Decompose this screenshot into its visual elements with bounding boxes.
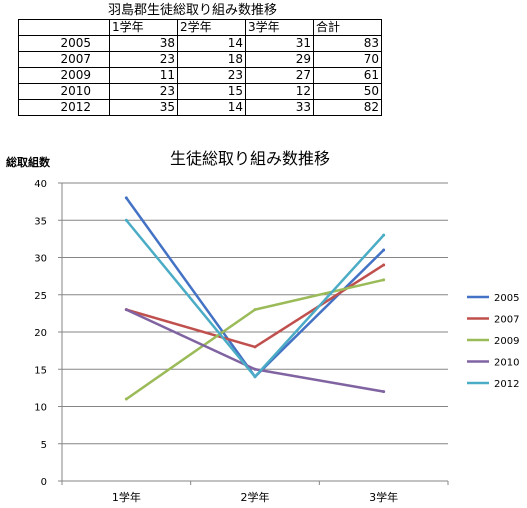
data-point-2012 <box>124 218 128 222</box>
data-point-2009 <box>124 397 128 401</box>
data-point-2012 <box>382 233 386 237</box>
table-column-header: 合計 <box>313 19 382 36</box>
table-row: 2009 11 23 27 61 <box>18 67 382 84</box>
table-row-year: 2012 <box>18 99 110 116</box>
legend-label-2010: 2010 <box>494 358 519 369</box>
data-table: 1学年 2学年 3学年 合計 2005 38 14 31 83 2007 23 18 29 70 2009 1… <box>18 19 382 116</box>
x-tick-label: 3学年 <box>369 490 398 504</box>
data-point-2009 <box>253 308 257 312</box>
table-cell: 82 <box>313 99 382 116</box>
chart-title: 生徒総取り組み数推移 <box>170 149 330 168</box>
data-point-2005 <box>124 196 128 200</box>
y-tick-label: 10 <box>34 403 47 414</box>
table-cell: 18 <box>177 51 246 68</box>
y-tick-label: 15 <box>34 365 47 376</box>
table-row: 2010 23 15 12 50 <box>18 83 382 100</box>
y-tick-label: 40 <box>34 179 47 190</box>
y-tick-label: 30 <box>34 254 47 265</box>
table-cell: 33 <box>245 99 314 116</box>
x-tick-label: 2学年 <box>241 490 270 504</box>
legend-label-2012: 2012 <box>494 379 519 390</box>
table-cell: 35 <box>109 99 178 116</box>
x-tick-label: 1学年 <box>112 490 141 504</box>
series-line-2012 <box>125 219 385 378</box>
data-point-2010 <box>382 390 386 394</box>
y-tick-label: 35 <box>34 216 47 227</box>
table-row: 2012 35 14 33 82 <box>18 99 382 116</box>
legend-label-2005: 2005 <box>494 293 519 304</box>
data-point-2009 <box>382 278 386 282</box>
table-row: 2007 23 18 29 70 <box>18 51 382 68</box>
table-row-year: 2010 <box>18 83 110 100</box>
y-tick-label: 20 <box>34 328 47 339</box>
table-header-row: 1学年 2学年 3学年 合計 <box>18 19 382 36</box>
series-line-2009 <box>125 278 385 401</box>
data-point-2007 <box>253 345 257 349</box>
y-tick-label: 0 <box>41 477 47 488</box>
data-point-2012 <box>253 375 257 379</box>
table-title: 羽島郡生徒総取り組み数推移 <box>108 3 278 18</box>
data-point-2007 <box>382 263 386 267</box>
table-cell: 11 <box>109 67 178 84</box>
legend-label-2007: 2007 <box>494 315 519 326</box>
data-point-2005 <box>382 248 386 252</box>
series-line-2005 <box>125 196 385 378</box>
table-cell: 23 <box>177 67 246 84</box>
legend-label-2009: 2009 <box>494 336 519 347</box>
table-row-year: 2009 <box>18 67 110 84</box>
table-cell: 14 <box>177 99 246 116</box>
y-tick-label: 5 <box>41 440 47 451</box>
data-point-2010 <box>253 367 257 371</box>
data-point-2010 <box>124 308 128 312</box>
y-axis-label: 総取組数 <box>6 155 51 169</box>
y-tick-label: 25 <box>34 291 47 302</box>
table-cell: 61 <box>313 67 382 84</box>
